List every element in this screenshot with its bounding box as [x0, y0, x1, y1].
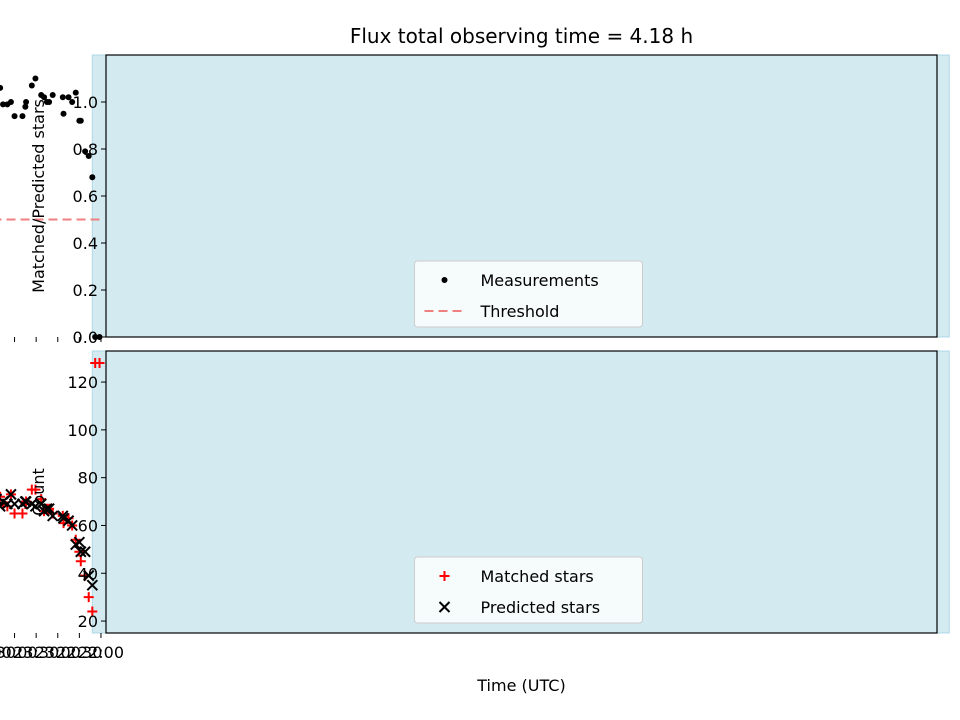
measurement-point [4, 101, 11, 108]
legend: Measurements Threshold [414, 260, 643, 328]
measurement-point [28, 82, 35, 89]
measurement-point [43, 99, 50, 105]
measurement-point [0, 101, 7, 108]
y-axis-label: Count [29, 468, 48, 516]
predicted-star-point [35, 498, 47, 510]
measurement-point [69, 99, 76, 105]
legend-layer: Measurements Threshold Matched stars Predic… [414, 260, 643, 624]
y-axis-label: Matched/Predicted stars [29, 99, 48, 293]
predicted-star-point [79, 546, 91, 558]
legend-predicted-swatch [438, 601, 451, 613]
measurement-point [76, 117, 83, 124]
measurement-point [85, 153, 92, 160]
predicted-star-point [75, 546, 87, 558]
legend-matched-swatch [439, 571, 450, 581]
y-tick-label: 100 [67, 421, 98, 440]
x-tick-label: 22:30 [56, 643, 102, 662]
x-tick-label: 00:00 [0, 643, 38, 662]
legend-label: Predicted stars [481, 598, 601, 617]
matched-star-point [90, 357, 101, 368]
chart-title: Flux total observing time = 4.18 h [350, 24, 693, 48]
measurement-point [72, 89, 79, 96]
predicted-star-point [0, 495, 9, 508]
legend-box [414, 556, 643, 624]
text-layer: 0.0 0.2 0.4 0.6 0.8 1.0 Matched/Predicted star… [0, 24, 693, 695]
matched-star-point [83, 592, 94, 603]
y-tick-label: 20 [78, 612, 98, 631]
marks-layer [0, 75, 105, 617]
matched-star-point [36, 494, 47, 505]
legend-measurement-swatch [441, 277, 448, 283]
axes-frame [105, 350, 938, 634]
measurement-point [32, 75, 39, 82]
matched-star-point [75, 556, 86, 567]
y-tick-label: 0.0 [73, 328, 98, 347]
predicted-star-point [38, 505, 50, 517]
x-tick-label: 23:30 [13, 643, 59, 662]
x-tick-label: 23:00 [35, 643, 81, 662]
axes-layer [14, 54, 938, 638]
y-tick-label: 0.8 [73, 140, 98, 159]
matched-star-point [9, 508, 20, 519]
predicted-star-point [70, 538, 82, 551]
y-tick-label: 120 [67, 373, 98, 392]
x-axis-label: Time (UTC) [476, 676, 565, 695]
y-tick-label: 80 [78, 469, 98, 488]
measurement-point [60, 110, 67, 117]
y-tick-label: 40 [78, 564, 98, 583]
legend: Matched stars Predicted stars [414, 556, 643, 624]
legend-box [414, 260, 643, 328]
measurement-point [19, 113, 26, 120]
measurement-point [38, 91, 45, 98]
legend-label: Threshold [480, 302, 560, 321]
measurement-point [89, 174, 96, 181]
y-tick-label: 60 [78, 516, 98, 535]
y-tick-label: 0.4 [73, 234, 98, 253]
y-tick-label: 1.0 [73, 93, 98, 112]
y-tick-label: 0.2 [73, 281, 98, 300]
x-tick-label: 00:30 [0, 643, 16, 662]
x-tick-label: 22:00 [78, 643, 124, 662]
background-layer [91, 54, 950, 634]
measurement-point [82, 148, 89, 155]
matched-star-point [26, 484, 37, 495]
measurement-point [65, 94, 72, 101]
measurement-point [92, 334, 99, 340]
predicted-star-point [0, 500, 6, 513]
measurement-point [22, 103, 29, 110]
predicted-star-point [26, 498, 38, 510]
matched-star-point [87, 606, 98, 617]
measurement-point [23, 99, 30, 105]
measurement-point [59, 94, 66, 101]
predicted-star-point [57, 512, 70, 524]
predicted-star-point [83, 569, 95, 582]
legend-label: Matched stars [481, 567, 594, 586]
legend-label: Measurements [481, 271, 599, 290]
predicted-star-point [86, 579, 99, 591]
measurement-point [49, 91, 56, 98]
measurement-point [0, 84, 4, 91]
measurement-point [11, 113, 18, 120]
predicted-star-point [57, 510, 69, 522]
y-tick-label: 0.6 [73, 187, 98, 206]
